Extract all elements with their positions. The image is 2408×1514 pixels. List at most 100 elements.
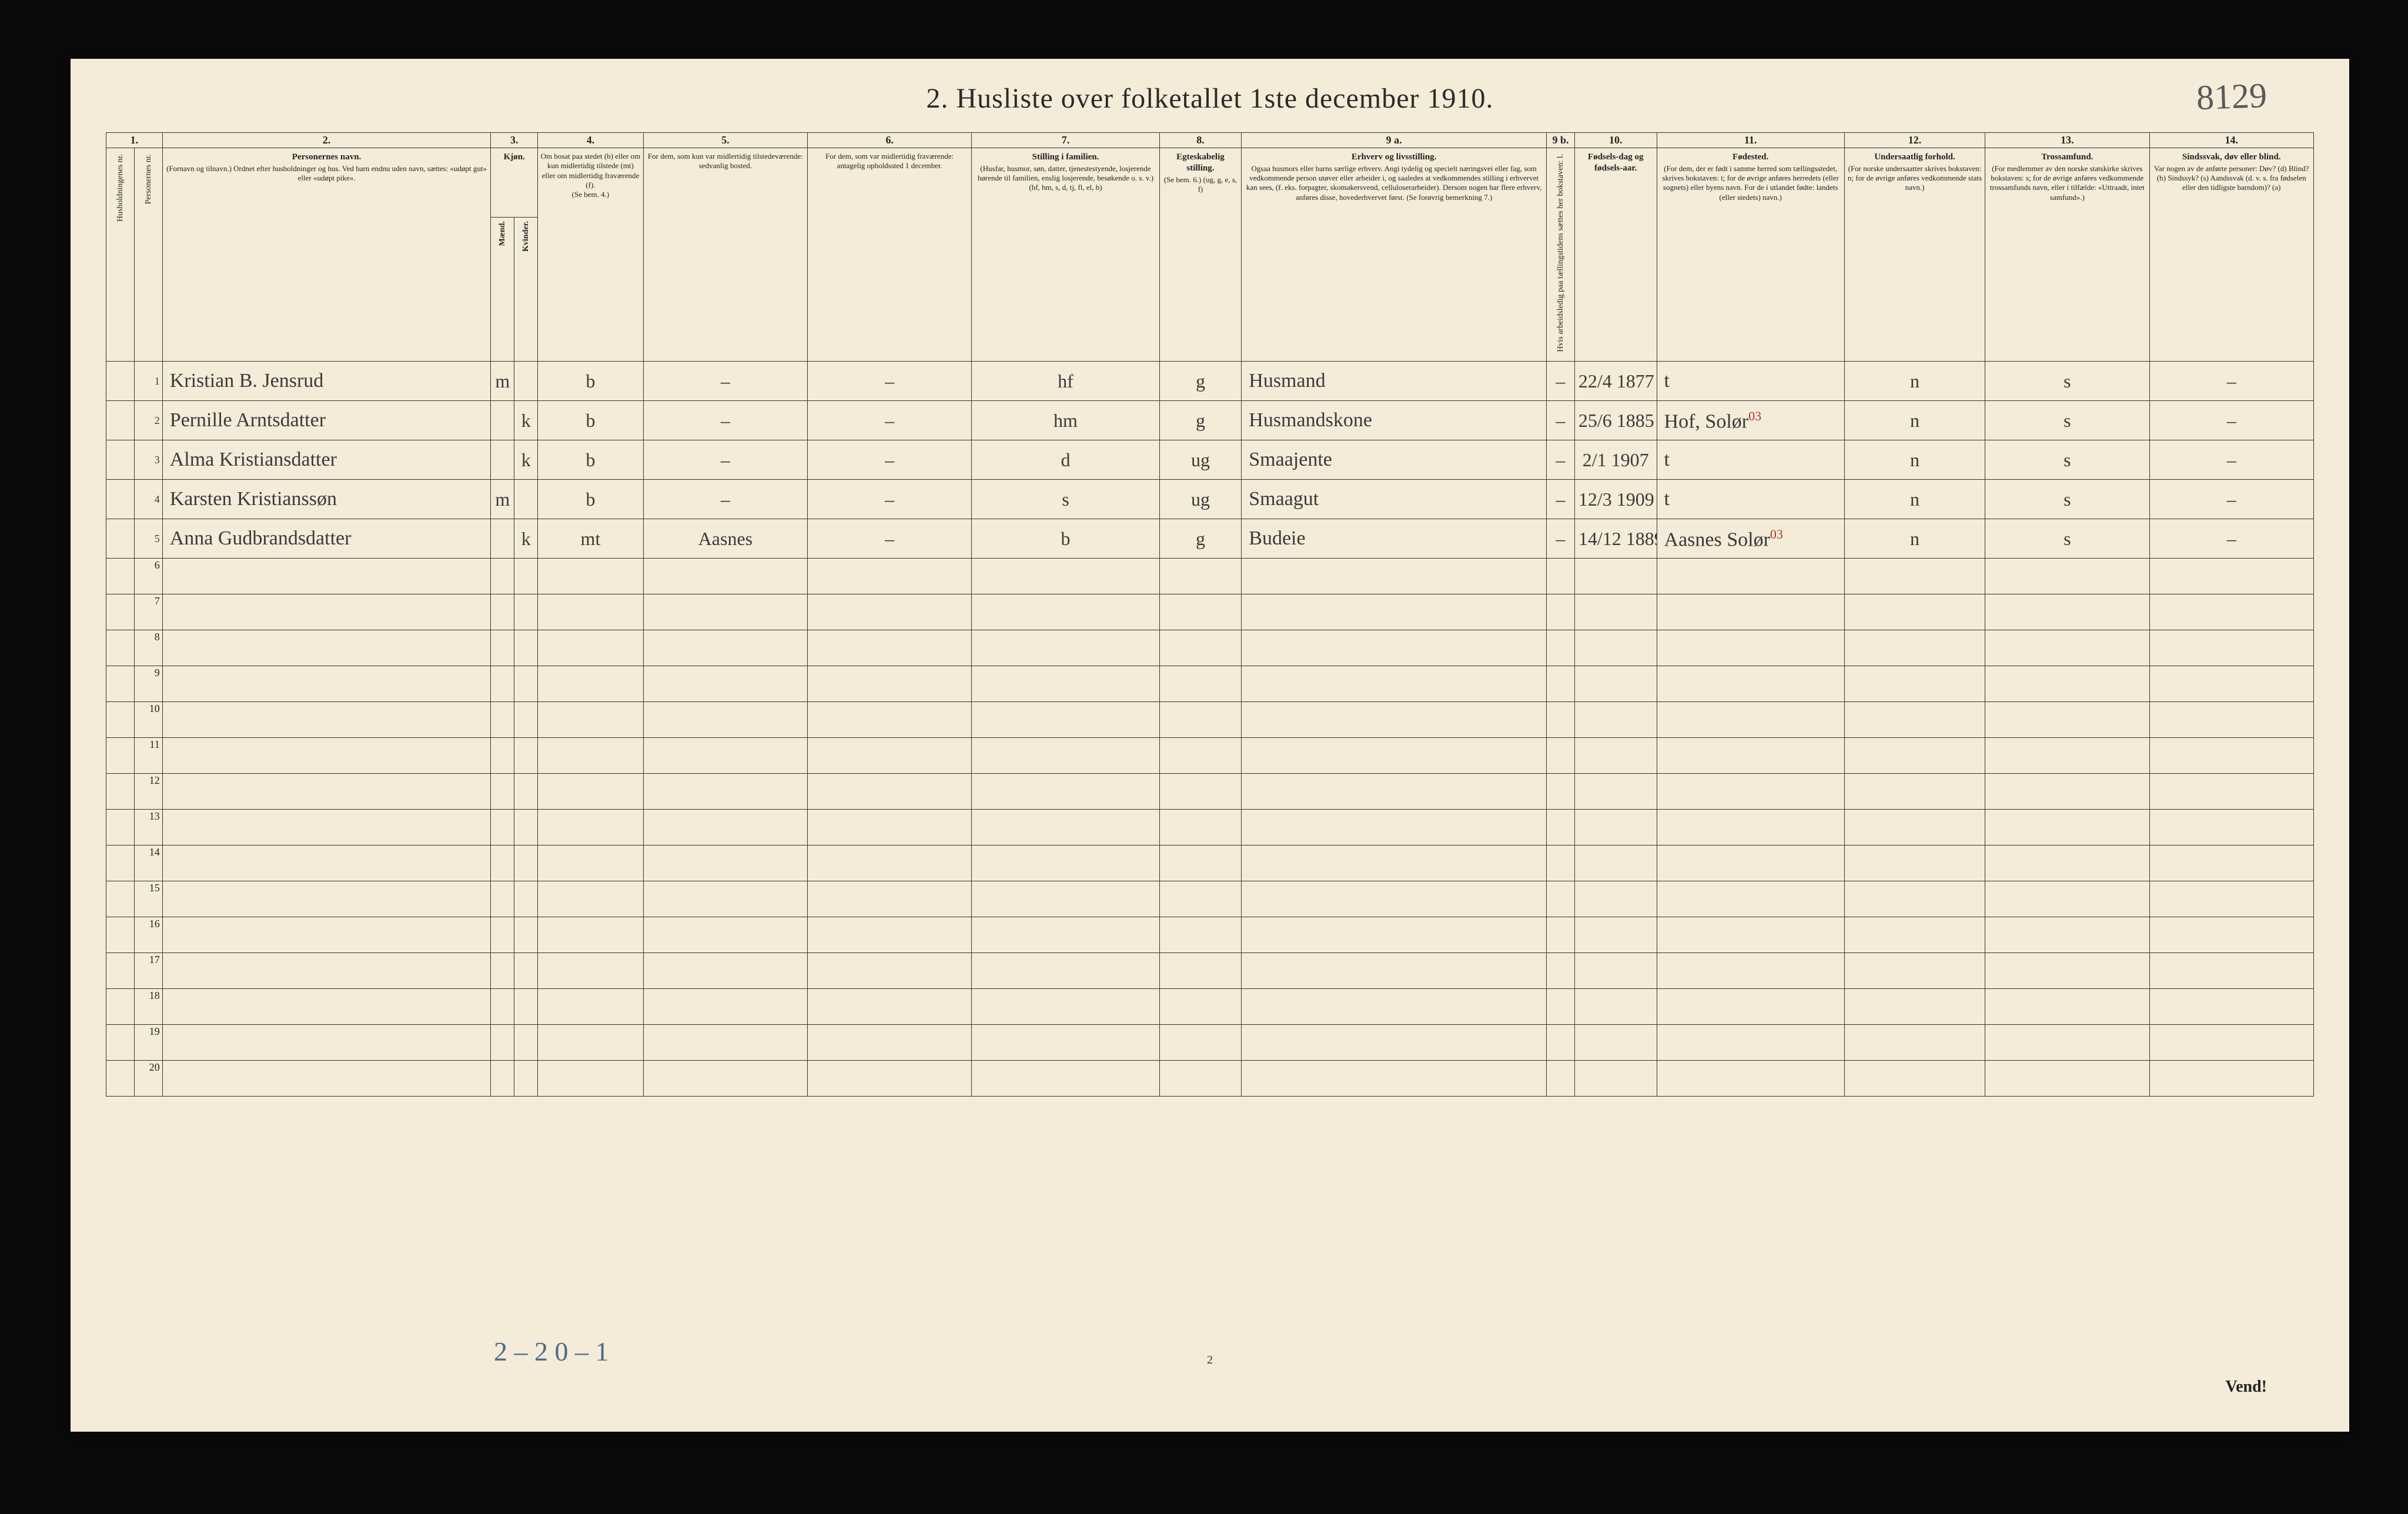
table-cell — [2149, 810, 2313, 845]
table-cell: m — [491, 362, 514, 401]
table-cell: 12 — [134, 774, 162, 810]
table-cell — [514, 362, 538, 401]
table-row: 5Anna GudbrandsdatterkmtAasnes–bgBudeie–… — [106, 519, 2314, 559]
table-cell — [1242, 1025, 1547, 1061]
table-cell — [808, 666, 972, 702]
table-cell — [1657, 738, 1844, 774]
table-cell: s — [1985, 362, 2149, 401]
table-cell — [1985, 845, 2149, 881]
hdr-arbeidsledig: Hvis arbeidsledig paa tællingstidens sæt… — [1547, 148, 1575, 362]
table-cell — [1547, 594, 1575, 630]
table-cell — [972, 917, 1159, 953]
table-cell — [538, 594, 644, 630]
table-cell — [1844, 666, 1985, 702]
table-cell: Aasnes — [643, 519, 807, 559]
table-cell — [162, 810, 491, 845]
table-row: 12 — [106, 774, 2314, 810]
table-cell — [491, 630, 514, 666]
table-cell: s — [1985, 440, 2149, 480]
table-cell — [1574, 630, 1657, 666]
table-cell — [106, 1025, 135, 1061]
table-cell — [808, 845, 972, 881]
table-cell — [106, 810, 135, 845]
table-cell — [1657, 630, 1844, 666]
table-cell — [1574, 989, 1657, 1025]
table-cell: n — [1844, 440, 1985, 480]
table-cell — [972, 881, 1159, 917]
table-cell: – — [2149, 401, 2313, 440]
table-cell — [1547, 917, 1575, 953]
table-cell — [1574, 810, 1657, 845]
table-cell — [514, 738, 538, 774]
table-cell — [808, 738, 972, 774]
table-cell: Husmand — [1242, 362, 1547, 401]
table-row: 10 — [106, 702, 2314, 738]
table-cell — [1844, 917, 1985, 953]
table-cell — [1657, 917, 1844, 953]
table-cell: b — [538, 440, 644, 480]
table-cell — [1242, 774, 1547, 810]
table-cell: 13 — [134, 810, 162, 845]
table-row: 15 — [106, 881, 2314, 917]
table-cell — [1657, 1061, 1844, 1097]
table-cell: – — [808, 401, 972, 440]
table-cell — [1242, 594, 1547, 630]
table-cell — [808, 953, 972, 989]
table-cell — [1547, 738, 1575, 774]
table-cell — [162, 1061, 491, 1097]
table-cell — [2149, 559, 2313, 594]
table-cell: g — [1159, 362, 1242, 401]
table-cell: 15 — [134, 881, 162, 917]
table-cell — [643, 559, 807, 594]
table-cell — [1242, 559, 1547, 594]
table-cell — [106, 401, 135, 440]
table-cell: t — [1657, 480, 1844, 519]
table-cell: 19 — [134, 1025, 162, 1061]
table-cell: – — [2149, 519, 2313, 559]
table-cell — [514, 1025, 538, 1061]
table-cell — [1657, 845, 1844, 881]
colnum-1: 1. — [106, 133, 163, 148]
table-cell — [162, 559, 491, 594]
table-cell — [514, 630, 538, 666]
table-cell — [491, 666, 514, 702]
table-cell: 16 — [134, 917, 162, 953]
table-cell — [162, 630, 491, 666]
table-row: 11 — [106, 738, 2314, 774]
table-cell — [972, 630, 1159, 666]
table-cell — [1547, 1061, 1575, 1097]
table-cell — [808, 774, 972, 810]
table-cell: Husmandskone — [1242, 401, 1547, 440]
table-cell — [514, 702, 538, 738]
table-cell — [643, 594, 807, 630]
hdr-stilling-fam: Stilling i familien. (Husfar, husmor, sø… — [972, 148, 1159, 362]
table-cell — [1547, 774, 1575, 810]
table-cell — [972, 845, 1159, 881]
table-cell — [643, 666, 807, 702]
table-cell — [106, 1061, 135, 1097]
table-row: 16 — [106, 917, 2314, 953]
table-cell — [643, 774, 807, 810]
table-row: 18 — [106, 989, 2314, 1025]
table-cell — [1985, 738, 2149, 774]
table-cell — [643, 845, 807, 881]
bottom-handwritten-tally: 2 – 2 0 – 1 — [494, 1336, 609, 1367]
table-cell: 2 — [134, 401, 162, 440]
table-cell: Alma Kristiansdatter — [162, 440, 491, 480]
table-cell — [1159, 559, 1242, 594]
table-cell — [491, 559, 514, 594]
table-cell — [1844, 810, 1985, 845]
table-cell: – — [808, 480, 972, 519]
table-cell — [538, 738, 644, 774]
table-cell — [808, 1025, 972, 1061]
table-cell — [538, 1061, 644, 1097]
table-cell — [514, 917, 538, 953]
table-cell — [2149, 1025, 2313, 1061]
table-row: 20 — [106, 1061, 2314, 1097]
table-cell: 20 — [134, 1061, 162, 1097]
table-cell — [643, 738, 807, 774]
table-cell — [162, 845, 491, 881]
table-cell — [491, 810, 514, 845]
table-cell — [1159, 989, 1242, 1025]
table-cell — [514, 845, 538, 881]
